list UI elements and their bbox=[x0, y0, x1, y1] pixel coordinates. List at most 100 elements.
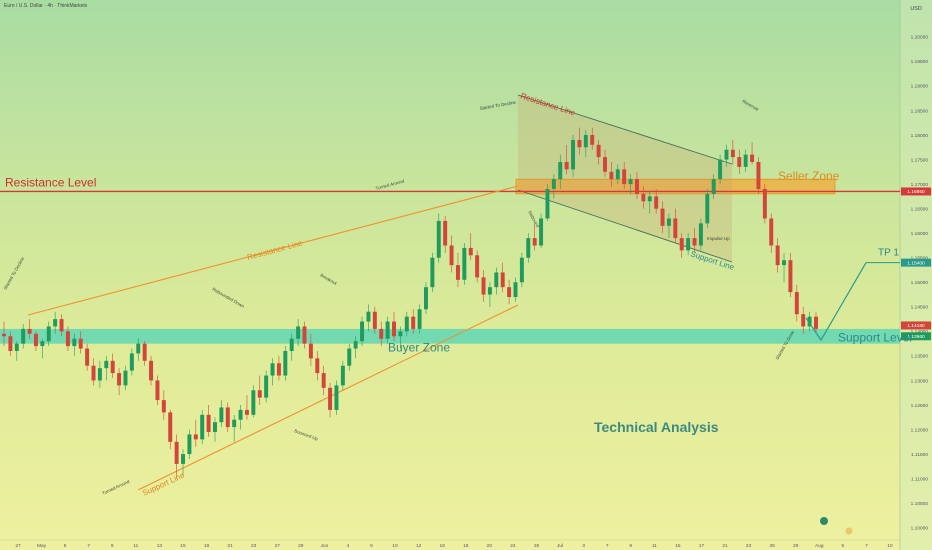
candle-body bbox=[149, 360, 154, 381]
x-tick-label: 4 bbox=[347, 543, 350, 549]
candle-body bbox=[392, 321, 396, 337]
candle-body bbox=[673, 218, 678, 239]
candle-body bbox=[449, 245, 454, 266]
candle-body bbox=[622, 169, 627, 185]
candle-body bbox=[814, 316, 818, 329]
x-tick-label: 17 bbox=[699, 543, 705, 549]
candle-body bbox=[276, 363, 281, 376]
x-tick-label: 5 bbox=[842, 543, 845, 549]
candle-body bbox=[225, 407, 230, 428]
candle-body bbox=[59, 319, 64, 332]
candle-body bbox=[328, 387, 333, 410]
x-tick-label: 16 bbox=[440, 543, 446, 549]
candle-body bbox=[417, 309, 422, 329]
annotation-label: Turned Around bbox=[101, 479, 130, 496]
candle-body bbox=[27, 328, 32, 334]
candle-body bbox=[181, 454, 186, 464]
annotation-label: Rebound bbox=[527, 210, 541, 229]
x-tick-label: 10 bbox=[887, 543, 893, 549]
candle-body bbox=[155, 380, 160, 401]
candle-body bbox=[551, 179, 556, 189]
candle-body bbox=[539, 218, 544, 246]
candle-body bbox=[232, 419, 237, 428]
y-tick-label: 1.18000 bbox=[911, 133, 929, 139]
candle-body bbox=[91, 365, 96, 381]
resistance-price-badge: 1.16850 bbox=[907, 189, 925, 195]
y-tick-label: 1.17500 bbox=[911, 157, 929, 163]
candle-body bbox=[705, 193, 710, 224]
candle-body bbox=[168, 412, 173, 442]
candle-body bbox=[289, 338, 294, 351]
candle-body bbox=[187, 434, 192, 455]
x-tick-label: 23 bbox=[251, 543, 257, 549]
candle-body bbox=[270, 363, 275, 376]
candle-body bbox=[308, 343, 313, 359]
candle-body bbox=[443, 220, 448, 246]
y-tick-label: 1.12000 bbox=[911, 427, 929, 433]
candle-body bbox=[283, 351, 288, 376]
y-tick-label: 1.10000 bbox=[911, 526, 929, 532]
x-tick-label: 20 bbox=[487, 543, 493, 549]
candle-body bbox=[481, 277, 486, 295]
candle-body bbox=[296, 326, 301, 339]
last-price-badge-bg bbox=[901, 321, 931, 330]
candle-body bbox=[564, 162, 569, 170]
candle-body bbox=[347, 348, 352, 366]
candle-body bbox=[161, 400, 166, 413]
candle-body bbox=[762, 189, 767, 219]
x-tick-label: Jun bbox=[321, 543, 329, 549]
candle-body bbox=[14, 343, 19, 351]
candle-body bbox=[8, 336, 13, 351]
y-tick-label: 1.10500 bbox=[911, 501, 929, 507]
candle-body bbox=[807, 316, 812, 327]
y-tick-label: 1.16000 bbox=[911, 231, 929, 237]
candle-body bbox=[78, 338, 83, 349]
candle-body bbox=[193, 434, 198, 440]
candle-body bbox=[615, 169, 620, 180]
candle-body bbox=[110, 360, 115, 374]
candle-body bbox=[2, 333, 6, 337]
rising-support-line bbox=[137, 304, 519, 491]
candle-body bbox=[455, 265, 460, 280]
candle-body bbox=[545, 189, 550, 219]
x-tick-label: 6 bbox=[370, 543, 373, 549]
x-tick-label: 9 bbox=[111, 543, 114, 549]
x-tick-label: 12 bbox=[416, 543, 422, 549]
candle-body bbox=[53, 319, 58, 327]
x-tick-label: 7 bbox=[865, 543, 868, 549]
candle-body bbox=[628, 179, 633, 185]
candle-body bbox=[692, 238, 697, 246]
news-icon bbox=[820, 517, 828, 525]
x-tick-label: 10 bbox=[392, 543, 398, 549]
x-tick-label: May bbox=[37, 543, 47, 549]
annotation-label: Bounced Up bbox=[294, 428, 319, 441]
x-tick-label: 25 bbox=[769, 543, 775, 549]
channel-support-line bbox=[517, 189, 733, 263]
candle-body bbox=[724, 149, 729, 160]
candle-body bbox=[775, 245, 780, 266]
x-tick-label: 7 bbox=[87, 543, 90, 549]
candle-body bbox=[372, 311, 377, 329]
tp-price-badge: 1.15400 bbox=[907, 260, 925, 266]
candle-body bbox=[801, 314, 806, 327]
support-level-label: Support Level bbox=[838, 330, 912, 344]
channel-resistance-line bbox=[517, 94, 733, 165]
candle-body bbox=[219, 407, 224, 423]
candle-body bbox=[72, 338, 77, 347]
x-tick-label: 19 bbox=[204, 543, 210, 549]
buyer-zone-band bbox=[0, 328, 900, 344]
candle-body bbox=[85, 348, 90, 366]
candle-body bbox=[756, 162, 761, 189]
y-tick-label: 1.19000 bbox=[911, 84, 929, 90]
candle-body bbox=[411, 316, 416, 329]
candle-body bbox=[769, 218, 774, 246]
candle-body bbox=[200, 414, 205, 440]
candle-body bbox=[654, 196, 659, 209]
candle-body bbox=[641, 193, 646, 202]
y-tick-label: 1.15500 bbox=[911, 256, 929, 262]
candle-body bbox=[590, 135, 595, 145]
candle-body bbox=[315, 358, 320, 374]
resistance-price-badge-bg bbox=[901, 187, 931, 196]
